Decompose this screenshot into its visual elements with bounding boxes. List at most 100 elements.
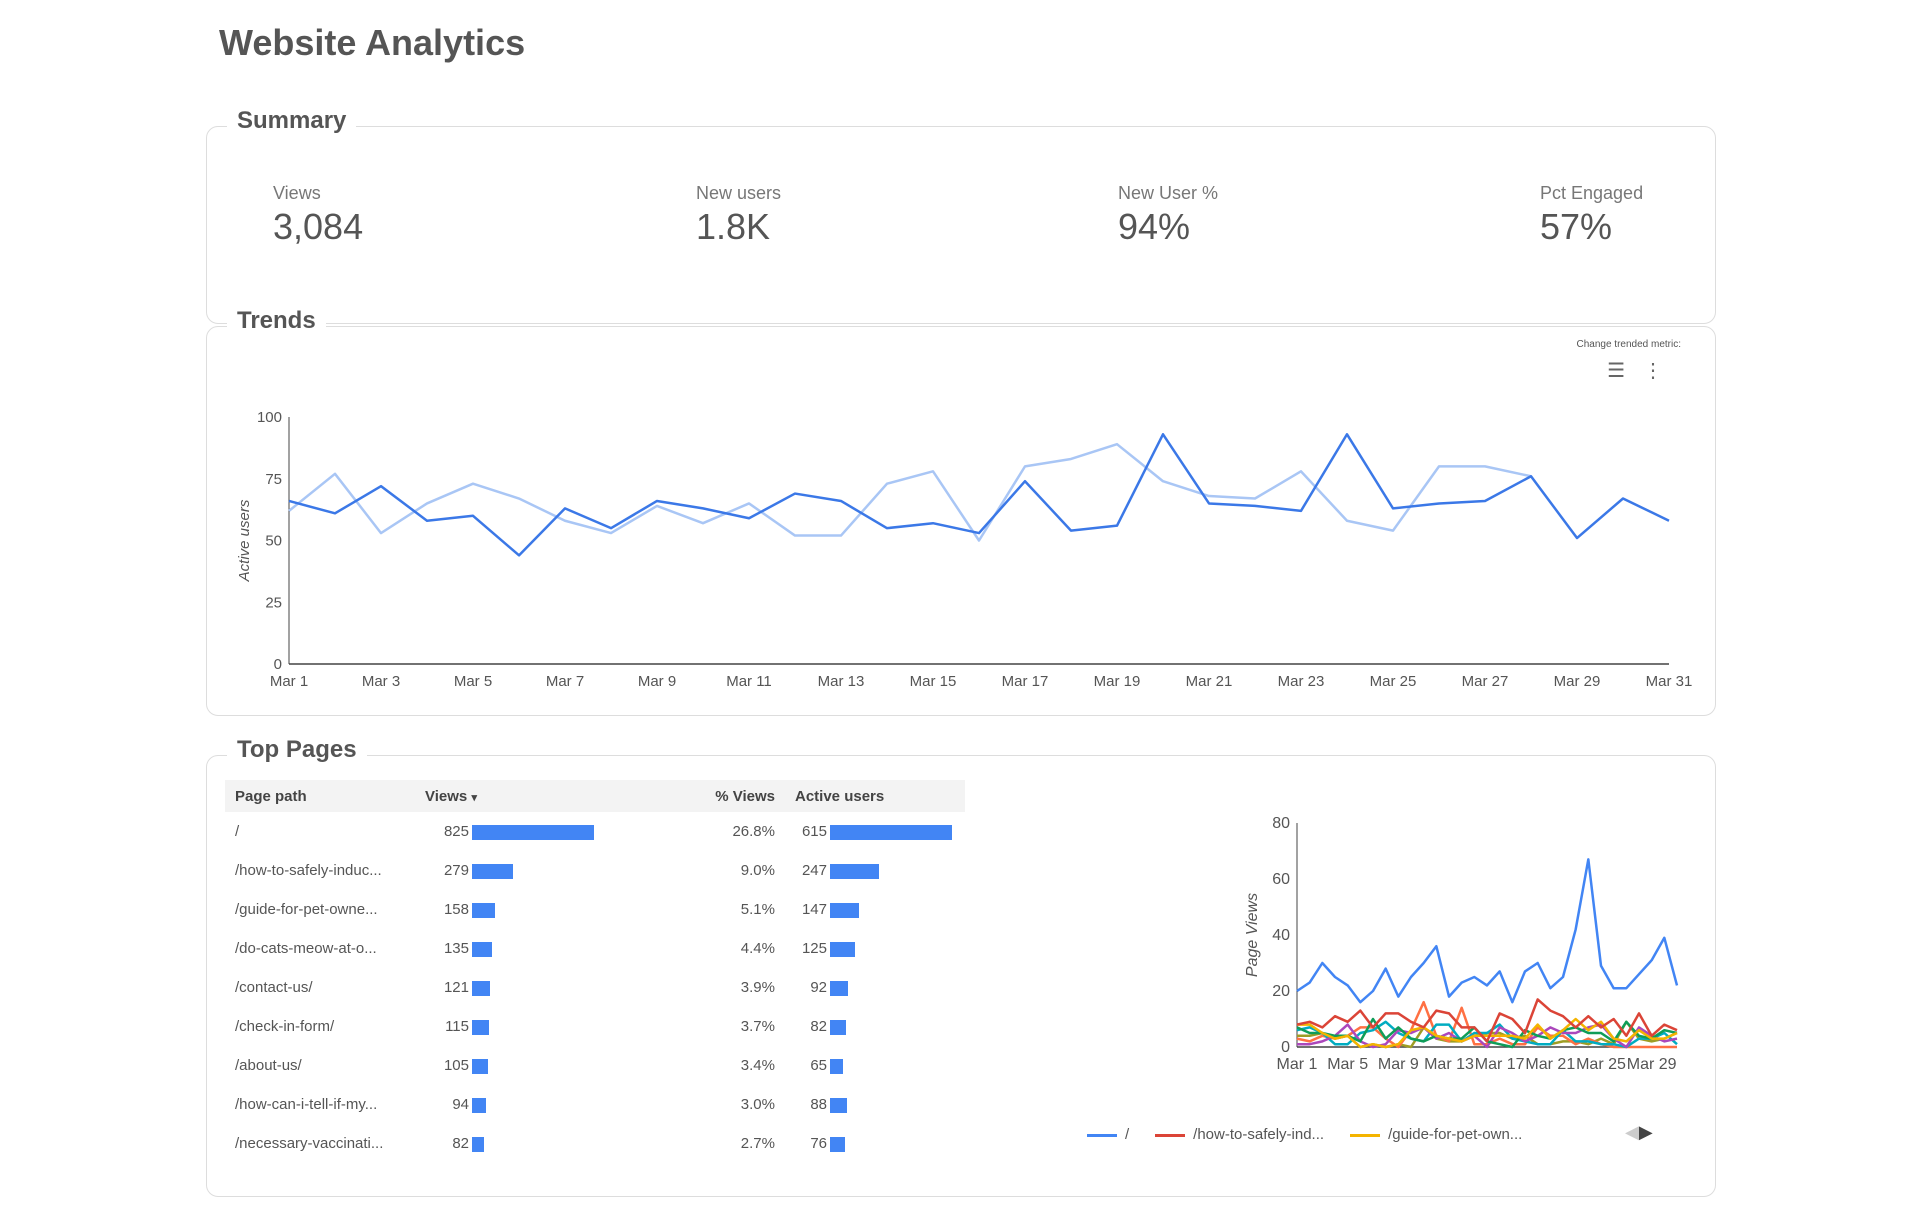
x-tick-label: Mar 21 [1186,673,1233,690]
series-line-1 [288,433,1670,557]
page-title: Website Analytics [219,22,526,63]
users-value: 92 [810,979,827,996]
users-value: 76 [810,1135,827,1152]
kpi-value: 57% [1540,206,1613,247]
kpi-label: Views [273,183,321,203]
users-bar [830,1019,847,1035]
table-row[interactable]: /how-to-safely-induc... 279 9.0% 247 [225,851,965,890]
x-tick-label: Mar 5 [1327,1056,1368,1073]
trend-metric-control: Change trended metric: ☰⋮ [1576,339,1681,383]
x-tick-label: Mar 11 [726,673,772,690]
prev-page-icon[interactable]: ◀ [1625,1122,1639,1142]
page-path[interactable]: /about-us/ [235,1057,302,1074]
page-path[interactable]: /contact-us/ [235,979,313,996]
pct-views: 3.0% [740,1096,775,1113]
views-value: 158 [443,901,469,918]
x-tick-label: Mar 13 [818,673,865,690]
kpi-pct-engaged: Pct Engaged 57% [1540,183,1643,248]
series-line-2 [288,442,1532,542]
page-path[interactable]: / [235,823,240,840]
views-value: 121 [443,979,469,996]
top-pages-table: Page path Views ▾ % Views Active users /… [225,780,965,1163]
more-vert-icon[interactable]: ⋮ [1643,360,1681,382]
legend-pager: ◀▶ [1625,1122,1653,1143]
next-page-icon[interactable]: ▶ [1638,1122,1653,1142]
table-row[interactable]: /necessary-vaccinati... 82 2.7% 76 [225,1124,965,1163]
table-row[interactable]: /check-in-form/ 115 3.7% 82 [225,1007,965,1046]
legend-swatch [1350,1133,1381,1137]
chart-legend: / /how-to-safely-ind... /guide-for-pet-own… [1087,1126,1522,1143]
x-tick-label: Mar 17 [1002,673,1049,690]
table-row[interactable]: /do-cats-meow-at-o... 135 4.4% 125 [225,929,965,968]
legend-item[interactable]: /how-to-safely-ind... [1155,1126,1324,1143]
top-pages-panel: Top Pages Page path Views ▾ % Views Acti… [206,736,1716,1197]
table-row[interactable]: /guide-for-pet-owne... 158 5.1% 147 [225,890,965,929]
summary-heading: Summary [227,107,357,135]
sort-desc-icon: ▾ [471,791,477,804]
x-tick-label: Mar 1 [270,673,308,690]
legend-item[interactable]: / [1087,1126,1129,1143]
x-tick-label: Mar 31 [1646,673,1693,690]
views-cell: 115 [415,1007,695,1046]
y-tick-label: 20 [1272,983,1290,1000]
table-row[interactable]: / 825 26.8% 615 [225,812,965,851]
y-tick-label: 25 [265,594,282,611]
x-tick-label: Mar 23 [1278,673,1325,690]
table-row[interactable]: /how-can-i-tell-if-my... 94 3.0% 88 [225,1085,965,1124]
kpi-views: Views 3,084 [273,183,363,248]
series-line-1 [1296,858,1679,1004]
x-tick-label: Mar 5 [454,673,492,690]
users-bar [830,902,860,918]
views-bar [472,980,490,996]
col-views[interactable]: Views ▾ [415,780,695,812]
page-path[interactable]: /do-cats-meow-at-o... [235,940,377,957]
users-cell: 147 [785,890,965,929]
active-users-chart: 0 25 50 75 100 Mar 1 Mar 3 Mar 5 Mar 7 Mar 9 Mar 1… [236,409,1693,690]
kpi-new-user-pct: New User % 94% [1118,183,1218,248]
x-tick-label: Mar 27 [1462,673,1509,690]
views-bar [472,1136,485,1152]
y-tick-label: 0 [1281,1039,1290,1056]
y-tick-label: 50 [265,533,282,550]
page-path[interactable]: /how-to-safely-induc... [235,862,382,879]
y-tick-label: 40 [1272,927,1290,944]
top-pages-heading: Top Pages [227,736,367,764]
views-bar [472,941,492,957]
users-bar [830,1136,846,1152]
col-active-users[interactable]: Active users [785,780,965,812]
y-tick-label: 80 [1272,815,1290,832]
col-views-label: Views [425,787,468,805]
table-row[interactable]: /contact-us/ 121 3.9% 92 [225,968,965,1007]
page-path[interactable]: /guide-for-pet-owne... [235,901,378,918]
page-path[interactable]: /how-can-i-tell-if-my... [235,1096,378,1113]
table-row[interactable]: /about-us/ 105 3.4% 65 [225,1046,965,1085]
pct-views: 9.0% [740,862,775,879]
users-cell: 65 [785,1046,965,1085]
pct-views: 3.9% [740,979,775,996]
views-value: 115 [445,1018,469,1035]
col-pct-views[interactable]: % Views [695,780,785,812]
views-bar [472,863,514,879]
users-cell: 125 [785,929,965,968]
users-bar [830,1097,848,1113]
page-path[interactable]: /check-in-form/ [235,1018,335,1035]
page-path[interactable]: /necessary-vaccinati... [235,1135,384,1152]
kpi-value: 3,084 [273,206,364,247]
col-page-path[interactable]: Page path [225,780,415,812]
filter-icon[interactable]: ☰ [1607,360,1643,382]
series-line-3 [1297,1017,1678,1049]
x-tick-label: Mar 19 [1094,673,1141,690]
views-value: 279 [443,862,469,879]
users-value: 125 [801,940,827,957]
kpi-value: 1.8K [696,206,771,247]
legend-item[interactable]: /guide-for-pet-own... [1350,1126,1522,1143]
views-bar [472,902,496,918]
views-cell: 105 [415,1046,695,1085]
views-cell: 279 [415,851,695,890]
kpi-label: New User % [1118,183,1219,203]
users-bar [830,824,952,840]
views-value: 825 [443,823,469,840]
users-bar [830,1058,843,1074]
views-value: 135 [443,940,469,957]
